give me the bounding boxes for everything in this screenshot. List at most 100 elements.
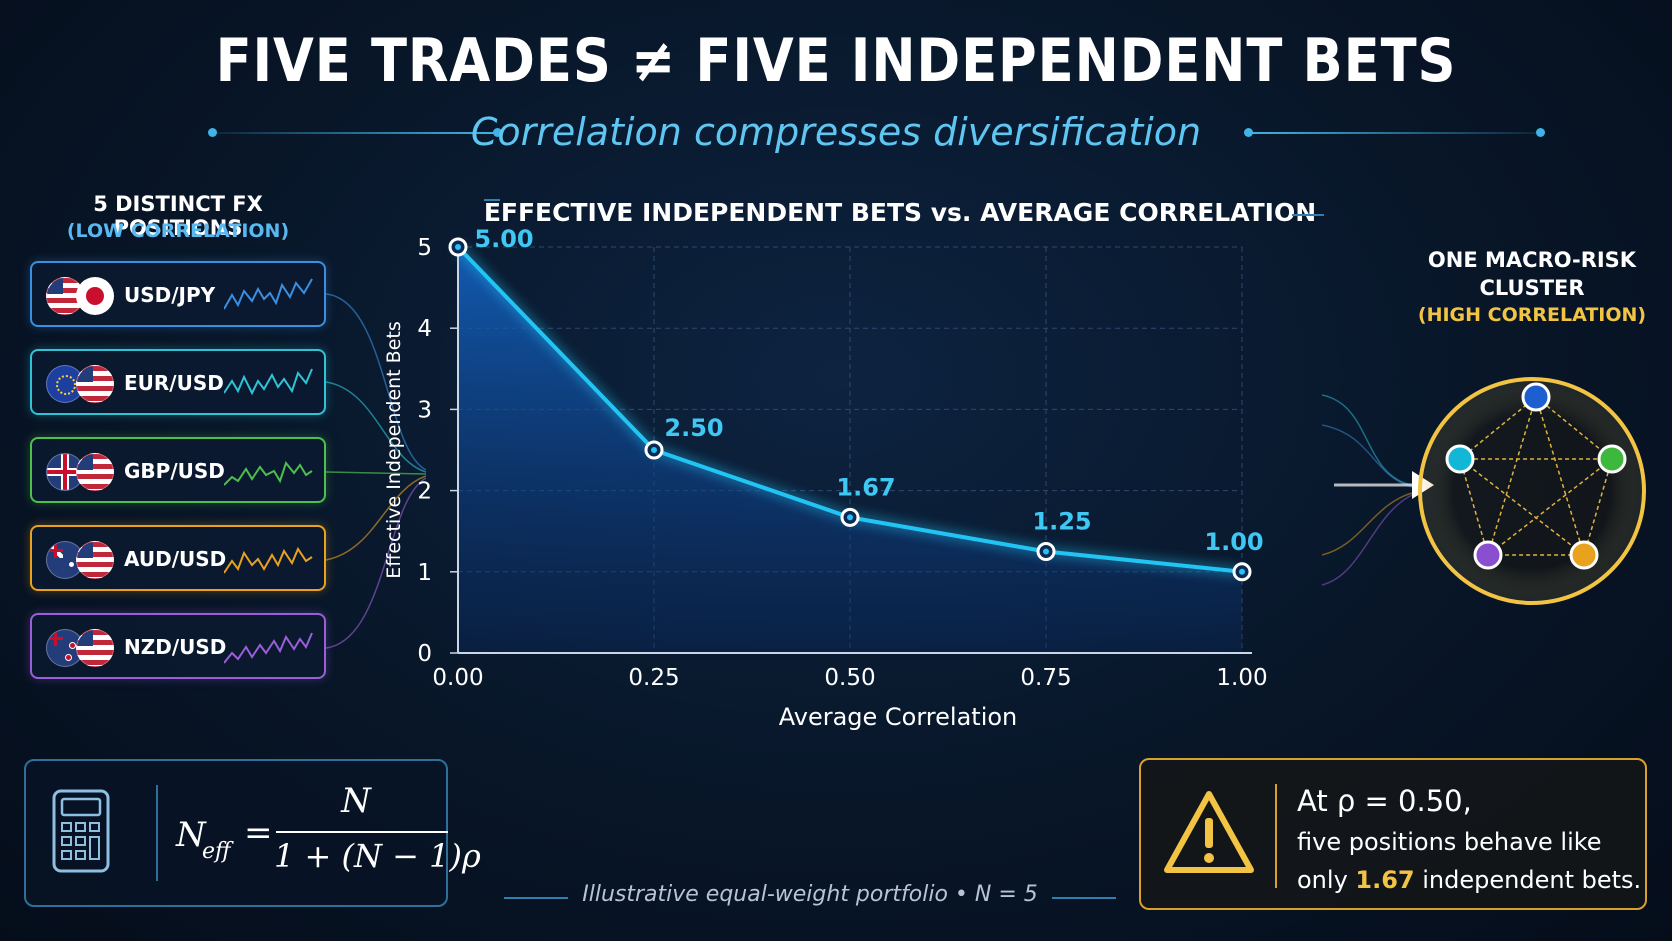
subtitle-line-left xyxy=(212,132,497,134)
warning-callout: At ρ = 0.50, five positions behave like … xyxy=(1139,758,1647,910)
y-tick-label: 0 xyxy=(417,641,432,667)
subtitle: Correlation compresses diversification xyxy=(470,110,1202,154)
flag-pair-icon xyxy=(46,277,116,315)
callout-line1: At ρ = 0.50, xyxy=(1297,784,1472,818)
connector-curve xyxy=(1322,492,1413,556)
line-chart: EFFECTIVE INDEPENDENT BETS vs. AVERAGE C… xyxy=(383,198,1324,731)
data-point-core xyxy=(847,514,853,521)
callout-divider xyxy=(1275,784,1277,888)
x-tick-label: 0.25 xyxy=(628,665,679,691)
x-tick-label: 0.75 xyxy=(1020,665,1071,691)
us-flag-icon xyxy=(76,453,114,491)
formula-lhs-subscript: eff xyxy=(202,839,231,864)
positions-title: 5 DISTINCT FX POSITIONS xyxy=(93,192,263,240)
flag-pair-icon xyxy=(46,629,116,667)
flag-pair-icon xyxy=(46,453,116,491)
fx-pair-label: EUR/USD xyxy=(124,371,224,395)
cluster-diagram xyxy=(1322,377,1646,605)
subtitle-line-right xyxy=(1248,132,1540,134)
fx-pair-label: AUD/USD xyxy=(124,547,227,571)
fx-pair-card-audusd: AUD/USD xyxy=(30,525,326,591)
y-tick-label: 1 xyxy=(417,560,432,586)
footnote-line-right xyxy=(1052,897,1116,899)
fx-pair-label: GBP/USD xyxy=(124,459,225,483)
fx-pair-label: USD/JPY xyxy=(124,283,216,307)
y-tick-label: 4 xyxy=(417,316,432,342)
fx-pair-card-nzdusd: NZD/USD xyxy=(30,613,326,679)
connector-curve xyxy=(326,381,426,473)
callout-line2: five positions behave like xyxy=(1297,828,1602,856)
flag-pair-icon xyxy=(46,541,116,579)
data-label: 2.50 xyxy=(664,414,723,442)
flag-pair-icon xyxy=(46,365,116,403)
callout-line3-suffix: independent bets. xyxy=(1422,866,1642,894)
data-label: 1.67 xyxy=(836,473,895,501)
main-title: FIVE TRADES ≠ FIVE INDEPENDENT BETS xyxy=(215,26,1457,96)
calculator-icon xyxy=(52,789,110,873)
data-points: 5.00 2.50 1.67 1.25 1.00 xyxy=(448,225,1264,582)
y-tick-label: 2 xyxy=(417,479,432,505)
data-label: 5.00 xyxy=(474,225,533,253)
japan-flag-icon xyxy=(76,277,114,315)
formula-denominator: 1 + (N − 1)ρ xyxy=(274,837,481,875)
correlation-links xyxy=(1457,396,1615,558)
connector-curve xyxy=(326,475,426,561)
footnote: Illustrative equal-weight portfolio • N … xyxy=(582,882,1038,907)
us-flag-icon xyxy=(76,365,114,403)
connector-curve xyxy=(1322,394,1413,486)
data-point-core xyxy=(1239,568,1245,575)
sparkline-gbpusd xyxy=(224,460,313,486)
chart-title-group: EFFECTIVE INDEPENDENT BETS vs. AVERAGE C… xyxy=(484,198,1324,227)
data-point-core xyxy=(651,447,657,453)
cluster-title-line2: CLUSTER xyxy=(1479,276,1585,300)
cluster-node-green xyxy=(1597,444,1627,474)
subtitle-dot xyxy=(1536,128,1545,137)
connector-curve xyxy=(326,293,426,471)
callout-line3: only 1.67 independent bets. xyxy=(1297,866,1641,894)
sparkline-nzdusd xyxy=(224,632,313,664)
chart-axes xyxy=(450,239,1252,654)
fx-pair-card-eurusd: EUR/USD xyxy=(30,349,326,415)
y-axis-label: Effective Independent Bets xyxy=(383,321,405,578)
cluster-node-cyan xyxy=(1445,444,1475,474)
callout-line3-prefix: only xyxy=(1297,866,1348,894)
formula-equals: = xyxy=(244,813,273,853)
chart-title: EFFECTIVE INDEPENDENT BETS vs. AVERAGE C… xyxy=(484,198,1316,227)
connector-curve xyxy=(326,477,426,649)
fx-pair-card-usdjpy: USD/JPY xyxy=(30,261,326,327)
sparkline-audusd xyxy=(224,546,313,574)
us-flag-icon xyxy=(76,629,114,667)
data-label: 1.00 xyxy=(1204,528,1263,556)
data-point-core xyxy=(1043,548,1049,555)
cluster-node-blue xyxy=(1521,382,1551,412)
formula-lhs: N xyxy=(176,815,206,855)
left-connector-curves xyxy=(326,293,426,649)
x-tick-label: 0.50 xyxy=(824,665,875,691)
formula-numerator: N xyxy=(341,781,371,821)
y-tick-label: 5 xyxy=(417,235,432,261)
x-tick-label: 0.00 xyxy=(432,665,483,691)
sparkline-usdjpy xyxy=(224,278,313,310)
cluster-title-line1: ONE MACRO-RISK xyxy=(1427,248,1637,272)
connector-curve xyxy=(1322,424,1413,488)
cluster-title: ONE MACRO-RISK CLUSTER xyxy=(1412,246,1652,302)
cluster-node-purple xyxy=(1473,540,1503,570)
data-label: 1.25 xyxy=(1032,508,1091,536)
footnote-line-left xyxy=(504,897,568,899)
us-flag-icon xyxy=(76,541,114,579)
cluster-subtitle: (HIGH CORRELATION) xyxy=(1417,304,1647,326)
connector-curve xyxy=(1322,494,1413,586)
data-point-core xyxy=(455,244,461,250)
warning-icon xyxy=(1164,791,1254,873)
fx-pair-card-gbpusd: GBP/USD xyxy=(30,437,326,503)
subtitle-dot xyxy=(493,128,502,137)
fraction-bar xyxy=(276,831,448,833)
subtitle-dot xyxy=(208,128,217,137)
x-axis-label: Average Correlation xyxy=(779,703,1018,731)
sparkline-eurusd xyxy=(224,368,313,396)
tick-labels: 0.00 0.25 0.50 0.75 1.00 0 1 2 3 4 5 xyxy=(417,235,1267,691)
callout-highlight-value: 1.67 xyxy=(1355,866,1415,894)
subtitle-row: Correlation compresses diversification xyxy=(0,104,1672,164)
formula-divider xyxy=(156,785,158,881)
y-tick-label: 3 xyxy=(417,397,432,423)
